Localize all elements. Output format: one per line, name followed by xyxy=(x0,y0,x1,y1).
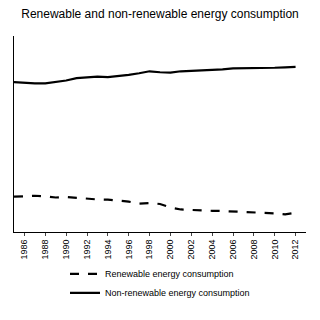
svg-text:2010: 2010 xyxy=(270,240,280,260)
svg-text:1994: 1994 xyxy=(103,240,113,260)
svg-text:2000: 2000 xyxy=(165,240,175,260)
svg-text:2002: 2002 xyxy=(186,240,196,260)
svg-text:1988: 1988 xyxy=(40,240,50,260)
svg-text:Non-renewable energy consumpti: Non-renewable energy consumption xyxy=(105,288,250,298)
svg-text:2012: 2012 xyxy=(290,240,300,260)
svg-text:Renewable and non-renewable en: Renewable and non-renewable energy consu… xyxy=(21,7,299,21)
svg-text:1986: 1986 xyxy=(19,240,29,260)
svg-text:Renewable energy consumption: Renewable energy consumption xyxy=(105,269,234,279)
svg-text:1998: 1998 xyxy=(144,240,154,260)
svg-text:1990: 1990 xyxy=(61,240,71,260)
svg-text:1992: 1992 xyxy=(82,240,92,260)
svg-text:2004: 2004 xyxy=(207,240,217,260)
svg-text:1996: 1996 xyxy=(124,240,134,260)
svg-text:2006: 2006 xyxy=(228,240,238,260)
svg-text:2008: 2008 xyxy=(249,240,259,260)
